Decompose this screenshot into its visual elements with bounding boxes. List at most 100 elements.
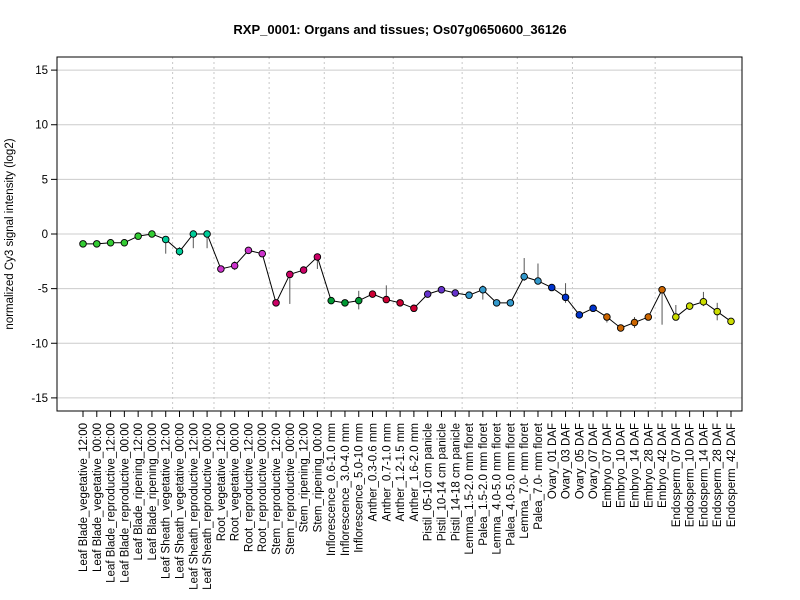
x-tick-label: Palea_4.0-5.0 mm floret — [505, 422, 517, 546]
data-points — [79, 230, 735, 332]
y-axis-label: normalized Cy3 signal intensity (log2) — [4, 138, 16, 329]
data-point — [244, 246, 253, 255]
x-tick-label: Embryo_07 DAF — [602, 423, 614, 508]
x-tick-label: Leaf Blade_vegetative_12:00 — [78, 423, 90, 572]
data-point — [313, 253, 322, 261]
x-tick-label: Lemma_7.0- mm floret — [519, 422, 531, 538]
data-point — [506, 299, 515, 307]
x-tick-label: Embryo_28 DAF — [643, 423, 655, 508]
data-point — [658, 285, 666, 294]
y-tick-label: 15 — [35, 65, 48, 77]
x-tick-label: Ovary_03 DAF — [561, 423, 573, 499]
data-point — [685, 302, 694, 310]
x-tick-label: Stem_reproductive_12:00 — [271, 423, 283, 555]
x-tick-label: Leaf Blade_reproductive_00:00 — [119, 423, 131, 583]
data-point — [672, 313, 680, 321]
grid-lines — [57, 69, 742, 399]
data-point — [161, 235, 170, 244]
x-tick-label: Palea_1.5-2.0 mm floret — [478, 422, 490, 546]
data-point — [258, 249, 266, 258]
data-point — [410, 304, 418, 313]
data-point — [354, 296, 363, 305]
data-point — [120, 238, 129, 247]
data-point — [382, 295, 391, 304]
x-tick-label: Leaf Blade_ripening_00:00 — [147, 423, 159, 560]
x-tick-label: Leaf Blade_vegetative_00:00 — [92, 423, 104, 572]
x-tick-label: Ovary_05 DAF — [574, 423, 586, 499]
y-tick-label: -10 — [31, 338, 48, 350]
y-tick-label: 5 — [42, 174, 48, 186]
x-tick-label: Stem_reproductive_00:00 — [285, 423, 297, 555]
x-tick-label: Inflorescence_3.0-4.0 mm — [340, 423, 352, 556]
x-tick-label: Leaf Sheath_vegetative_12:00 — [161, 423, 173, 579]
y-tick-label: -5 — [38, 284, 48, 296]
data-point — [79, 240, 87, 248]
y-tick-label: 10 — [35, 120, 48, 132]
x-tick-label: Pistil_14-18 cm panicle — [450, 423, 462, 541]
data-point — [423, 290, 432, 298]
x-tick-label: Stem_ripening_00:00 — [312, 423, 324, 532]
data-point — [713, 307, 721, 316]
data-point — [148, 230, 156, 238]
x-tick-label: Ovary_01 DAF — [547, 423, 559, 499]
x-tick-label: Endosperm_42 DAF — [726, 423, 738, 527]
data-point — [520, 272, 528, 281]
x-tick-label: Root_vegetative_00:00 — [230, 423, 242, 541]
x-tick-label: Embryo_10 DAF — [616, 423, 628, 508]
x-tick-label: Pistil_10-14 cm panicle — [436, 423, 448, 541]
x-tick-label: Endosperm_10 DAF — [685, 423, 697, 527]
y-tick-label: 0 — [42, 229, 48, 241]
data-point — [93, 240, 101, 248]
data-point — [230, 261, 239, 270]
data-point — [451, 289, 460, 297]
data-point — [644, 313, 653, 321]
data-point — [465, 291, 473, 299]
y-tick-label: -15 — [31, 393, 48, 405]
x-tick-label: Leaf Blade_reproductive_12:00 — [106, 423, 118, 583]
data-point — [396, 299, 404, 307]
x-tick-label: Anther_0.3-0.6 mm — [368, 423, 380, 521]
x-tick-label: Root_reproductive_00:00 — [257, 423, 269, 552]
group-separators — [172, 57, 656, 411]
x-tick-label: Leaf Sheath_reproductive_00:00 — [202, 423, 214, 590]
x-tick-label: Endosperm_07 DAF — [671, 423, 683, 527]
error-bars — [82, 230, 732, 331]
x-tick-label: Inflorescence_5.0-10 mm — [354, 423, 366, 553]
data-point — [299, 266, 308, 274]
x-tick-label: Embryo_42 DAF — [657, 423, 669, 508]
data-point — [106, 238, 115, 247]
x-tick-label: Anther_1.2-1.5 mm — [395, 423, 407, 521]
x-tick-label: Leaf Sheath_vegetative_00:00 — [175, 423, 187, 579]
x-tick-label: Root_reproductive_12:00 — [243, 423, 255, 552]
data-point — [134, 232, 142, 240]
data-point — [203, 230, 211, 238]
data-point — [341, 299, 349, 307]
data-point — [630, 318, 639, 327]
data-point — [272, 299, 280, 307]
data-point — [575, 311, 584, 319]
data-point — [368, 290, 377, 298]
data-point — [699, 297, 708, 306]
x-tick-label: Embryo_14 DAF — [629, 423, 641, 508]
x-tick-label: Lemma_4.0-5.0 mm floret — [492, 422, 504, 554]
x-axis: Leaf Blade_vegetative_12:00 Leaf Blade_ve… — [78, 411, 738, 590]
data-point — [437, 285, 446, 294]
x-tick-label: Lemma_1.5-2.0 mm floret — [464, 422, 476, 554]
x-tick-label: Anther_1.6-2.0 mm — [409, 423, 421, 521]
x-tick-label: Endosperm_14 DAF — [698, 423, 710, 527]
x-tick-label: Leaf Blade_ripening_12:00 — [133, 423, 145, 560]
data-point — [492, 299, 501, 307]
x-tick-label: Leaf Sheath_reproductive_12:00 — [188, 423, 200, 590]
data-point — [589, 304, 597, 313]
data-point — [217, 265, 225, 273]
data-point — [479, 285, 487, 294]
data-point — [189, 230, 198, 238]
data-point — [603, 313, 611, 321]
data-point — [561, 293, 570, 302]
data-point — [534, 277, 542, 285]
x-tick-label: Palea_7.0- mm floret — [533, 422, 545, 530]
x-tick-label: Root_vegetative_12:00 — [216, 423, 228, 541]
y-axis: -15 -10 -5 0 5 10 15 — [31, 65, 57, 405]
x-tick-label: Pistil_05-10 cm panicle — [423, 423, 435, 541]
